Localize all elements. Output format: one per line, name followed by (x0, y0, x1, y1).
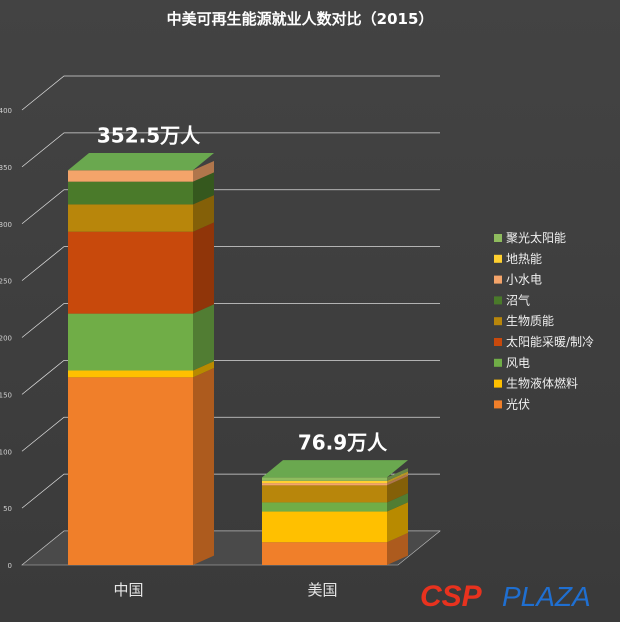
bar-segment-美国-地热能 (262, 480, 387, 484)
gridline (21, 189, 440, 225)
legend-item: 生物质能 (506, 314, 554, 328)
bar-side-中国-生物液体燃料 (193, 361, 214, 378)
bar-segment-美国-生物质能 (262, 485, 387, 503)
legend-item: 生物液体燃料 (506, 376, 578, 391)
legend-item: 沼气 (506, 292, 530, 307)
legend-swatch (494, 317, 502, 326)
legend-swatch (494, 400, 502, 409)
bar-side-美国-地热能 (387, 471, 408, 484)
bar-segment-中国-风电 (68, 313, 193, 371)
gridline (21, 359, 440, 395)
bar-total-label: 352.5万人 (97, 123, 201, 147)
y-tick-label: 100 (0, 448, 12, 456)
y-tick-label: 0 (8, 562, 12, 570)
bar-side-中国-光伏 (193, 367, 214, 565)
gridline (21, 75, 440, 111)
bar-segment-中国-小水电 (68, 170, 193, 182)
bar-side-中国-风电 (193, 304, 214, 371)
bar-segment-中国-生物质能 (68, 204, 193, 232)
legend-swatch (494, 358, 502, 367)
bar-segment-中国-光伏 (68, 377, 193, 565)
chart-title: 中美可再生能源就业人数对比（2015） (167, 10, 434, 28)
bar-segment-中国-太阳能采暖/制冷 (68, 231, 193, 314)
logo-text-plaza: PLAZA (502, 581, 591, 612)
bar-side-美国-聚光太阳能 (387, 468, 408, 481)
legend-item: 风电 (506, 356, 530, 370)
y-tick-label: 300 (0, 221, 12, 229)
x-category-label: 美国 (307, 581, 337, 599)
gridline (21, 246, 440, 281)
legend-swatch (494, 275, 502, 284)
bar-side-中国-小水电 (193, 160, 214, 182)
legend-item: 光伏 (506, 397, 530, 411)
legend-swatch (494, 234, 502, 242)
bar-side-中国-生物质能 (193, 195, 214, 232)
bar-side-美国-生物质能 (387, 476, 408, 503)
legend-swatch (494, 296, 502, 305)
gridline (21, 416, 440, 452)
bar-top-中国 (68, 152, 214, 171)
bar-segment-美国-光伏 (262, 542, 387, 565)
legend-swatch (494, 338, 502, 346)
y-tick-label: 400 (0, 107, 12, 115)
bars (68, 152, 408, 565)
legend-item: 太阳能采暖/制冷 (506, 334, 594, 349)
y-tick-label: 250 (0, 278, 12, 286)
bar-segment-美国-风电 (262, 502, 387, 512)
bar-segment-中国-生物液体燃料 (68, 370, 193, 378)
bar-side-美国-光伏 (387, 532, 408, 565)
csp-plaza-logo: CSP PLAZA (420, 580, 591, 612)
bar-segment-美国-生物液体燃料 (262, 511, 387, 543)
legend-swatch (494, 379, 502, 388)
bar-side-美国-小水电 (387, 473, 408, 486)
y-axis: 0 50 100 150 200 250 300 350 400 (0, 107, 12, 570)
y-tick-label: 350 (0, 164, 12, 172)
bar-side-美国-生物液体燃料 (387, 502, 408, 543)
bar-top-美国 (262, 460, 408, 478)
legend-item: 小水电 (506, 273, 542, 287)
bar-segment-美国-小水电 (262, 483, 387, 486)
gridline (21, 303, 440, 338)
legend-item: 地热能 (506, 252, 542, 266)
bar-segment-中国-沼气 (68, 181, 193, 205)
bar-side-美国-风电 (387, 493, 408, 512)
y-tick-label: 150 (0, 391, 12, 399)
bar-segment-美国-聚光太阳能 (262, 477, 387, 481)
x-category-label: 中国 (113, 581, 143, 599)
gridline (21, 132, 440, 168)
bar-total-label: 76.9万人 (298, 430, 388, 454)
y-tick-label: 200 (0, 335, 12, 343)
logo-text-csp: CSP (420, 580, 483, 612)
bar-side-中国-太阳能采暖/制冷 (193, 222, 214, 314)
legend-item: 聚光太阳能 (506, 230, 566, 245)
legend-swatch (494, 254, 502, 263)
bar-side-中国-沼气 (193, 172, 214, 205)
y-tick-label: 50 (3, 505, 12, 513)
